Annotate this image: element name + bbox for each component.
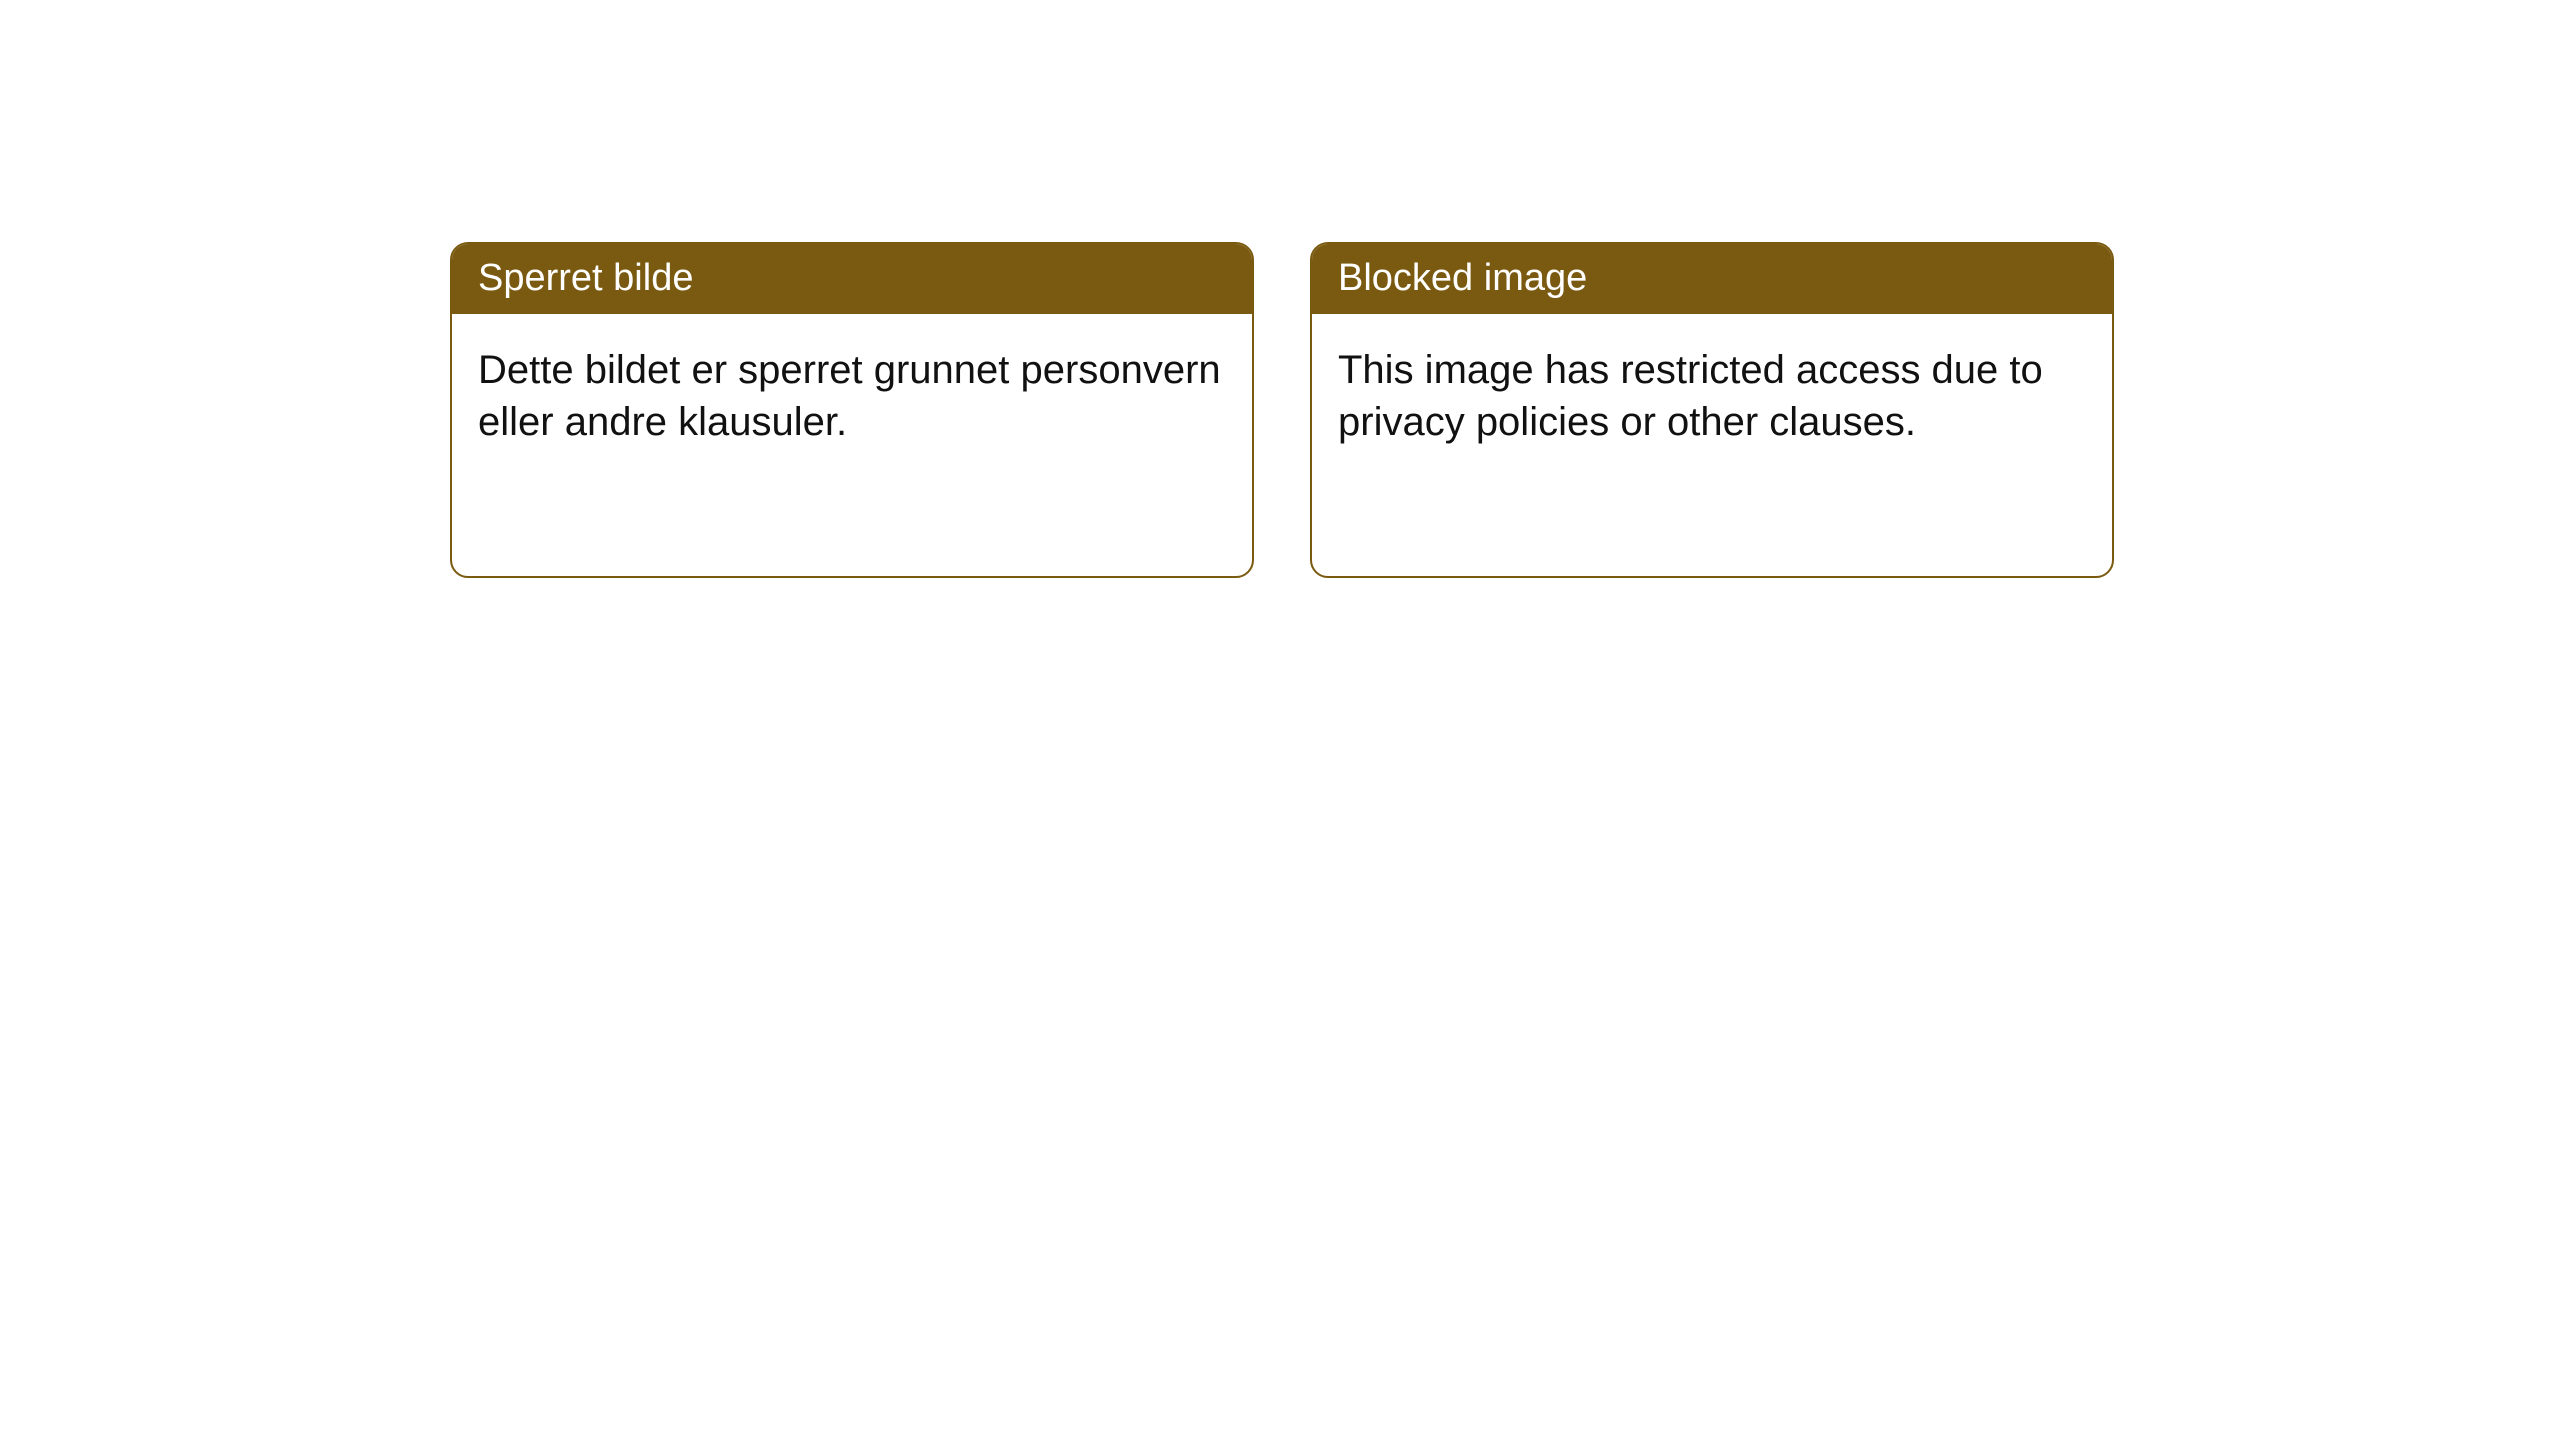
notice-body: This image has restricted access due to … [1312, 314, 2112, 478]
notice-card-norwegian: Sperret bilde Dette bildet er sperret gr… [450, 242, 1254, 578]
notice-card-english: Blocked image This image has restricted … [1310, 242, 2114, 578]
notice-header: Sperret bilde [452, 244, 1252, 314]
notice-header: Blocked image [1312, 244, 2112, 314]
notice-container: Sperret bilde Dette bildet er sperret gr… [450, 242, 2114, 578]
notice-body: Dette bildet er sperret grunnet personve… [452, 314, 1252, 478]
